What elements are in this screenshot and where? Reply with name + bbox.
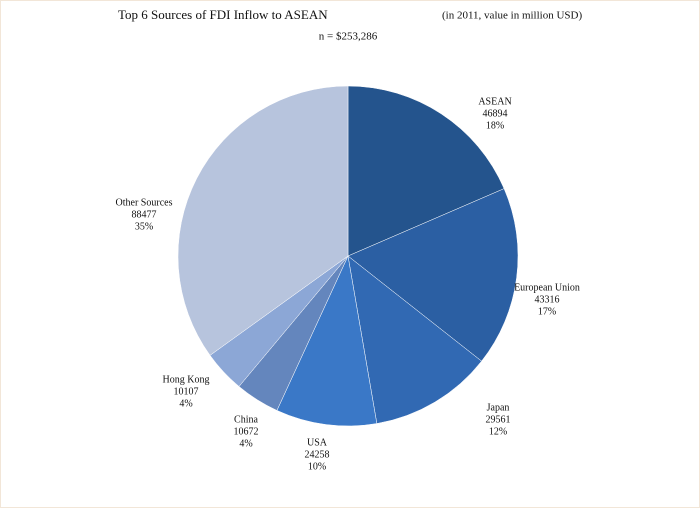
slice-label: ASEAN <box>478 96 511 107</box>
chart-subtitle: (in 2011, value in million USD) <box>442 10 582 22</box>
percent-label: 4% <box>239 438 252 449</box>
slice-label: China <box>234 414 258 425</box>
value-label: 88477 <box>132 209 157 220</box>
percent-label: 18% <box>486 120 504 131</box>
slice-label: Hong Kong <box>163 374 210 385</box>
percent-label: 17% <box>538 306 556 317</box>
value-label: 24258 <box>305 449 330 460</box>
percent-label: 10% <box>308 461 326 472</box>
slice-label: USA <box>307 437 328 448</box>
value-label: 10107 <box>174 386 199 397</box>
slice-label: European Union <box>514 282 580 293</box>
percent-label: 4% <box>179 398 192 409</box>
pie-slice <box>177 85 349 356</box>
percent-label: 35% <box>135 221 153 232</box>
pie-slice <box>347 85 505 257</box>
value-label: 46894 <box>483 108 508 119</box>
pie-slice <box>347 255 482 424</box>
percent-label: 12% <box>489 426 507 437</box>
value-label: 29561 <box>486 414 511 425</box>
total-label: n = $253,286 <box>319 31 378 43</box>
slice-label: Other Sources <box>116 197 173 208</box>
pie-slice <box>347 188 519 362</box>
slice-label: Japan <box>487 402 510 413</box>
value-label: 10672 <box>234 426 259 437</box>
value-label: 43316 <box>535 294 560 305</box>
pie-slice <box>276 255 378 427</box>
chart-title: Top 6 Sources of FDI Inflow to ASEAN <box>118 7 328 22</box>
